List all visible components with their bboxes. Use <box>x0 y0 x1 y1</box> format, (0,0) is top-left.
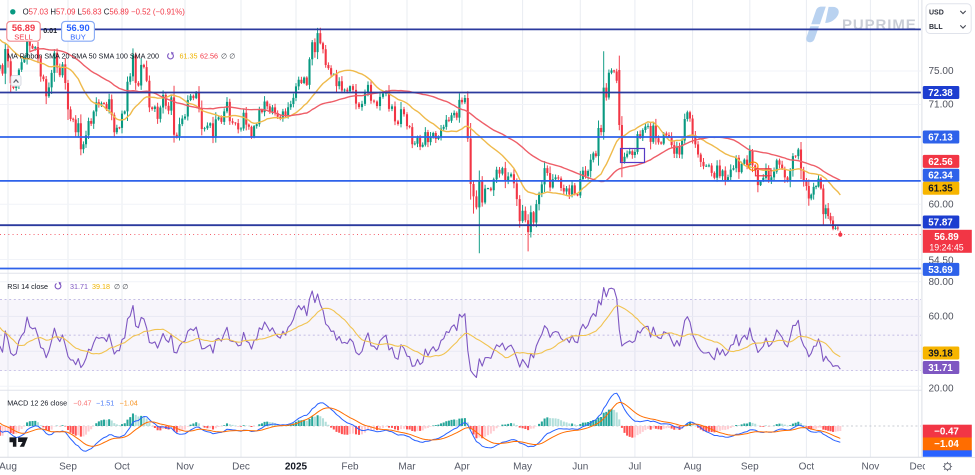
svg-text:Sep: Sep <box>59 462 77 473</box>
svg-text:∅ ∅: ∅ ∅ <box>114 282 129 291</box>
svg-text:61.35: 61.35 <box>928 184 953 195</box>
svg-text:53.69: 53.69 <box>928 265 953 276</box>
svg-text:Feb: Feb <box>341 462 359 473</box>
svg-text:USD: USD <box>929 9 944 16</box>
svg-text:Oct: Oct <box>114 462 130 473</box>
svg-text:62.56: 62.56 <box>200 52 218 61</box>
svg-text:56.90: 56.90 <box>66 23 89 33</box>
svg-text:Nov: Nov <box>176 462 194 473</box>
svg-text:80.00: 80.00 <box>928 277 953 288</box>
svg-text:Dec: Dec <box>910 462 928 473</box>
svg-text:Nov: Nov <box>862 462 880 473</box>
svg-text:0.01: 0.01 <box>43 26 57 35</box>
svg-text:57.87: 57.87 <box>928 217 953 228</box>
svg-text:−0.47: −0.47 <box>934 426 959 437</box>
svg-text:19:24:45: 19:24:45 <box>929 242 963 252</box>
svg-text:71.00: 71.00 <box>928 100 953 111</box>
svg-text:RSI 14 close: RSI 14 close <box>7 282 48 291</box>
svg-text:O57.03 H57.09 L56.83 C56.89 −0: O57.03 H57.09 L56.83 C56.89 −0.52 (−0.91… <box>23 8 186 17</box>
svg-text:72.38: 72.38 <box>928 88 953 99</box>
svg-text:BLL: BLL <box>929 24 943 31</box>
svg-text:Sep: Sep <box>741 462 759 473</box>
svg-text:39.18: 39.18 <box>92 282 110 291</box>
svg-text:Apr: Apr <box>454 462 470 473</box>
svg-text:Dec: Dec <box>232 462 250 473</box>
svg-text:67.13: 67.13 <box>928 132 953 143</box>
svg-text:20.00: 20.00 <box>928 384 953 395</box>
svg-text:61.35: 61.35 <box>180 52 198 61</box>
svg-text:75.00: 75.00 <box>928 66 953 77</box>
svg-text:Mar: Mar <box>398 462 416 473</box>
svg-text:31.71: 31.71 <box>928 363 953 374</box>
svg-text:Oct: Oct <box>799 462 815 473</box>
svg-text:54.50: 54.50 <box>928 256 953 267</box>
svg-text:−1.04: −1.04 <box>934 439 959 450</box>
svg-text:62.56: 62.56 <box>928 157 953 168</box>
svg-text:60.00: 60.00 <box>928 312 953 323</box>
svg-text:Aug: Aug <box>684 462 702 473</box>
svg-text:−0.47: −0.47 <box>73 399 91 408</box>
svg-text:May: May <box>513 462 532 473</box>
svg-text:−1.51: −1.51 <box>96 399 114 408</box>
svg-text:Jul: Jul <box>629 462 642 473</box>
svg-text:62.34: 62.34 <box>928 171 953 182</box>
svg-text:PUPRIME: PUPRIME <box>842 17 917 34</box>
svg-text:∅ ∅: ∅ ∅ <box>221 52 236 61</box>
svg-text:56.89: 56.89 <box>934 232 959 243</box>
svg-text:BUY: BUY <box>70 32 86 41</box>
svg-text:39.18: 39.18 <box>928 348 953 359</box>
svg-text:60.00: 60.00 <box>928 200 953 211</box>
svg-text:−1.04: −1.04 <box>120 399 138 408</box>
svg-text:SELL: SELL <box>14 32 33 41</box>
svg-text:MACD 12 26 close: MACD 12 26 close <box>7 399 67 408</box>
svg-text:2025: 2025 <box>285 462 308 473</box>
svg-text:Jun: Jun <box>572 462 588 473</box>
svg-text:56.89: 56.89 <box>12 23 35 33</box>
svg-text:31.71: 31.71 <box>70 282 88 291</box>
svg-text:MA Ribbon SMA 20 SMA 50 SMA 10: MA Ribbon SMA 20 SMA 50 SMA 100 SMA 200 <box>7 52 159 61</box>
svg-text:Aug: Aug <box>0 462 17 473</box>
